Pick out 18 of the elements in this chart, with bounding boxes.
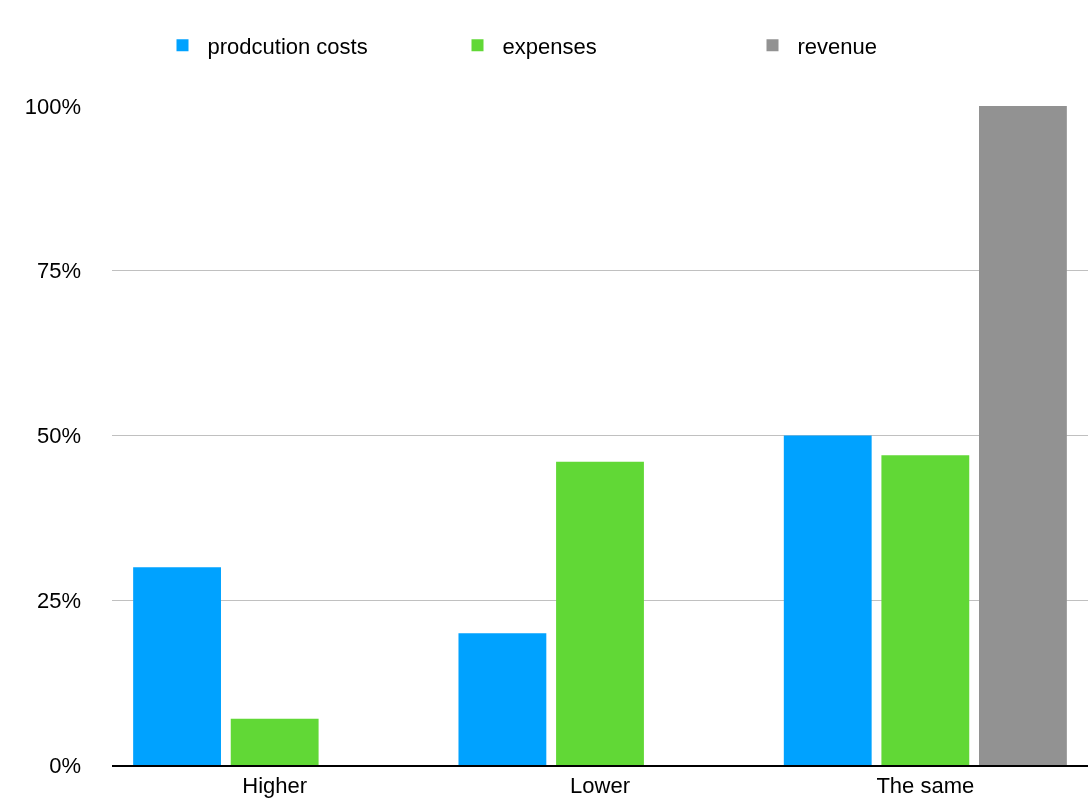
- x-tick-label: Lower: [570, 773, 630, 799]
- x-tick-label: The same: [876, 773, 975, 799]
- bar: [783, 435, 872, 765]
- bar: [133, 567, 221, 765]
- bar: [458, 633, 547, 765]
- bar: [979, 106, 1067, 765]
- legend-label: prodcution costs: [207, 33, 368, 59]
- legend-label: expenses: [502, 33, 597, 59]
- y-tick-label: 0%: [49, 752, 81, 778]
- legend-label: revenue: [797, 33, 878, 59]
- bar: [881, 455, 970, 765]
- x-tick-label: Higher: [242, 773, 308, 799]
- y-tick-label: 75%: [36, 258, 81, 284]
- y-tick-label: 100%: [24, 93, 81, 119]
- bar: [556, 461, 644, 765]
- bar: [230, 718, 319, 765]
- y-tick-label: 25%: [36, 587, 81, 613]
- y-tick-label: 50%: [36, 423, 81, 449]
